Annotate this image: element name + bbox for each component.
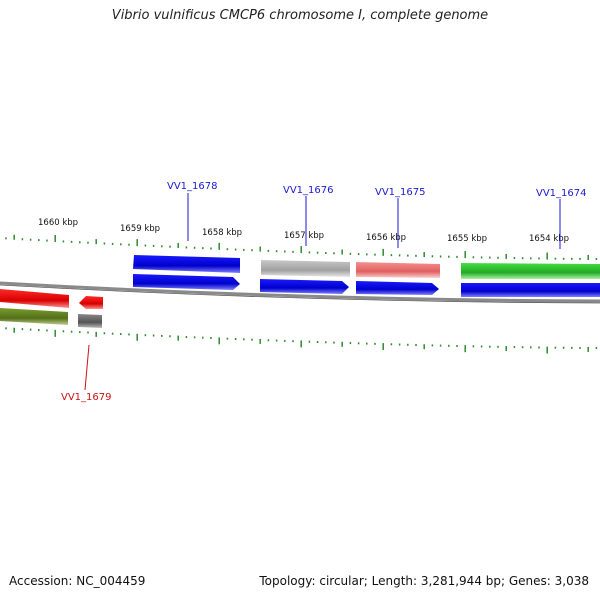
- scale-label-1657: 1657 kbp: [284, 231, 324, 241]
- gene-label-vv1-1678[interactable]: VV1_1678: [167, 181, 218, 192]
- gene-arrow-vv1-1676[interactable]: [260, 279, 349, 294]
- feature-track-upper: [133, 255, 600, 279]
- scale-ticks-lower: [5, 327, 598, 354]
- gene-label-vv1-1674[interactable]: VV1_1674: [536, 188, 587, 199]
- gene-label-vv1-1679[interactable]: VV1_1679: [61, 392, 112, 403]
- gene-arrow-vv1-1678[interactable]: [133, 274, 240, 290]
- gene-block-green[interactable]: [461, 263, 600, 279]
- gene-block-olive[interactable]: [0, 308, 68, 325]
- gene-arrow-vv1-1679[interactable]: [79, 296, 103, 309]
- gene-arrow-vv1-1674[interactable]: [461, 283, 600, 297]
- scale-ticks-upper: [5, 234, 598, 260]
- scale-label-1660: 1660 kbp: [38, 218, 78, 228]
- gene-label-vv1-1675[interactable]: VV1_1675: [375, 187, 426, 198]
- scale-label-1656: 1656 kbp: [366, 233, 406, 243]
- feature-track-lower: [0, 274, 600, 328]
- scale-label-1654: 1654 kbp: [529, 234, 569, 244]
- gene-block-gray[interactable]: [261, 260, 350, 277]
- genome-backbone: [0, 281, 600, 303]
- genome-summary-text: Topology: circular; Length: 3,281,944 bp…: [259, 574, 589, 588]
- gene-block-darkgray[interactable]: [78, 314, 102, 328]
- scale-label-1658: 1658 kbp: [202, 228, 242, 238]
- gene-block-blue[interactable]: [133, 255, 240, 273]
- map-title: Vibrio vulnificus CMCP6 chromosome I, co…: [111, 8, 489, 23]
- gene-arrow-vv1-1675[interactable]: [356, 281, 439, 295]
- scale-label-1659: 1659 kbp: [120, 224, 160, 234]
- accession-text: Accession: NC_004459: [9, 574, 146, 588]
- gene-block-pink[interactable]: [356, 262, 440, 278]
- gene-label-vv1-1676[interactable]: VV1_1676: [283, 185, 334, 196]
- gene-leader-lines: [187, 193, 561, 249]
- gene-leader-line-vv1-1679: [84, 344, 90, 391]
- scale-label-1655: 1655 kbp: [447, 234, 487, 244]
- gene-arrow-red-left[interactable]: [0, 289, 69, 308]
